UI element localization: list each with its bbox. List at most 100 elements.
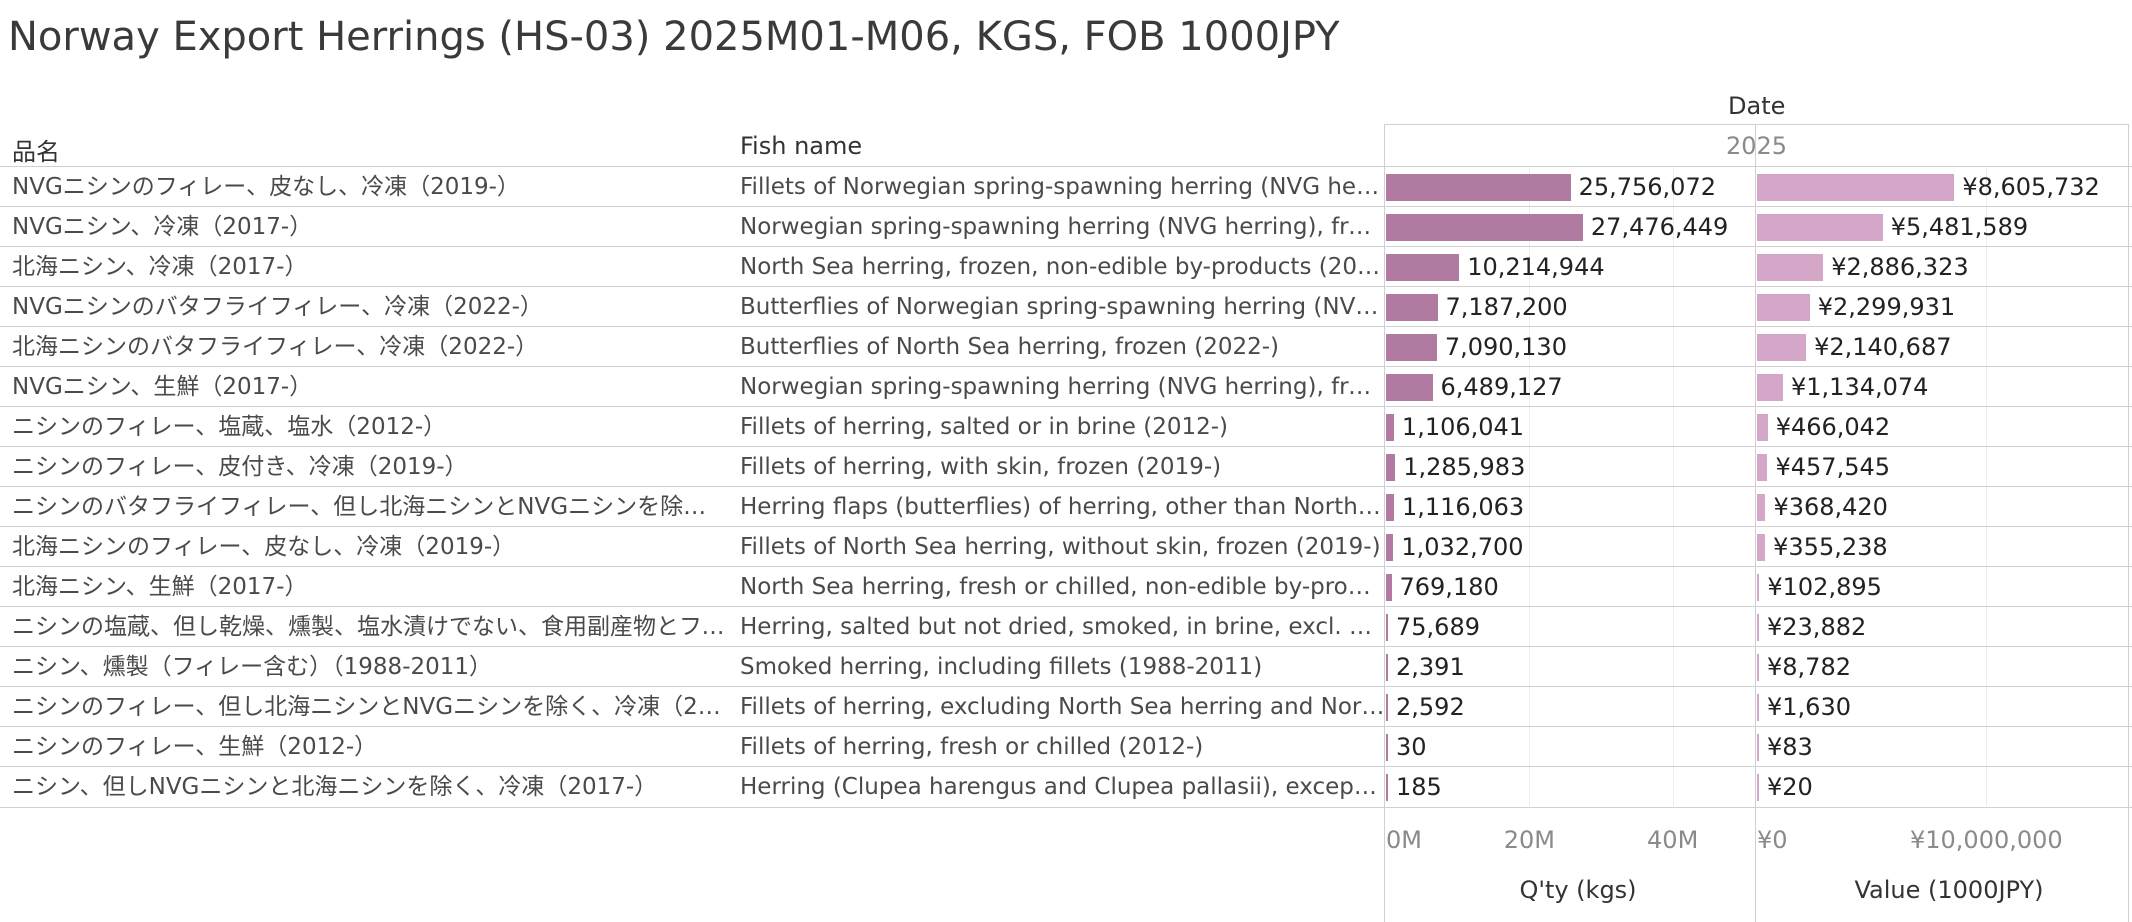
column-header-jp-name: 品名 — [12, 138, 60, 166]
table-row: 北海ニシン、冷凍（2017-） North Sea herring, frozen… — [0, 246, 2132, 287]
fish-name-cell: Norwegian spring-spawning herring (NVG h… — [740, 374, 1385, 400]
table-row: ニシンの塩蔵、但し乾燥、燻製、塩水漬けでない、食用副産物とフィレーを除く Herr… — [0, 606, 2132, 647]
axis-tick-label: 20M — [1503, 826, 1555, 854]
table-row: NVGニシン、生鮮（2017-） Norwegian spring-spawnin… — [0, 366, 2132, 407]
value-bar[interactable] — [1757, 654, 1759, 681]
qty-label: 30 — [1396, 733, 1427, 761]
table-row: ニシンのフィレー、皮付き、冷凍（2019-） Fillets of herring… — [0, 446, 2132, 487]
qty-label: 1,285,983 — [1403, 453, 1526, 481]
value-bar[interactable] — [1757, 414, 1768, 441]
jp-name-cell: ニシンのフィレー、皮付き、冷凍（2019-） — [12, 454, 468, 480]
year-header: 2025 — [1726, 132, 1788, 160]
qty-label: 185 — [1396, 773, 1442, 801]
value-label: ¥466,042 — [1775, 413, 1891, 441]
qty-bar[interactable] — [1386, 654, 1388, 681]
qty-bar[interactable] — [1386, 414, 1394, 441]
value-label: ¥2,886,323 — [1831, 253, 1969, 281]
table-row: ニシン、但しNVGニシンと北海ニシンを除く、冷凍（2017-） Herring (… — [0, 766, 2132, 808]
qty-bar[interactable] — [1386, 534, 1394, 561]
qty-label: 7,090,130 — [1444, 333, 1567, 361]
jp-name-cell: ニシンの塩蔵、但し乾燥、燻製、塩水漬けでない、食用副産物とフィレーを除く — [12, 614, 728, 640]
value-label: ¥2,140,687 — [1814, 333, 1952, 361]
qty-bar[interactable] — [1386, 174, 1571, 201]
value-bar[interactable] — [1757, 254, 1824, 281]
table-row: 北海ニシン、生鮮（2017-） North Sea herring, fresh … — [0, 566, 2132, 607]
fish-name-cell: Herring, salted but not dried, smoked, i… — [740, 614, 1385, 640]
jp-name-cell: NVGニシン、生鮮（2017-） — [12, 374, 313, 400]
value-bar[interactable] — [1757, 174, 1955, 201]
value-label: ¥368,420 — [1773, 493, 1888, 521]
axis-title: Q'ty (kgs) — [1519, 876, 1637, 904]
table-row: ニシンのフィレー、生鮮（2012-） Fillets of herring, fr… — [0, 726, 2132, 767]
fish-name-cell: Fillets of North Sea herring, without sk… — [740, 534, 1381, 560]
value-bar[interactable] — [1757, 734, 1759, 761]
value-bar[interactable] — [1757, 454, 1768, 481]
value-bar[interactable] — [1757, 774, 1759, 801]
value-label: ¥20 — [1767, 773, 1813, 801]
fish-name-cell: Butterflies of Norwegian spring-spawning… — [740, 294, 1385, 320]
qty-label: 1,032,700 — [1401, 533, 1524, 561]
jp-name-cell: 北海ニシンのフィレー、皮なし、冷凍（2019-） — [12, 534, 516, 560]
fish-name-cell: Fillets of herring, with skin, frozen (2… — [740, 454, 1222, 480]
qty-label: 2,391 — [1396, 653, 1465, 681]
value-bar[interactable] — [1757, 534, 1766, 561]
jp-name-cell: ニシン、燻製（フィレー含む）（1988-2011） — [12, 654, 493, 680]
value-label: ¥8,605,732 — [1962, 173, 2100, 201]
table-row: 北海ニシンのバタフライフィレー、冷凍（2022-） Butterflies of … — [0, 326, 2132, 367]
value-bar[interactable] — [1757, 574, 1760, 601]
value-label: ¥457,545 — [1775, 453, 1890, 481]
qty-label: 25,756,072 — [1578, 173, 1716, 201]
fish-name-cell: Butterflies of North Sea herring, frozen… — [740, 334, 1280, 360]
table-row: NVGニシンのバタフライフィレー、冷凍（2022-） Butterflies of… — [0, 286, 2132, 327]
qty-bar[interactable] — [1386, 574, 1392, 601]
fish-name-cell: Smoked herring, including fillets (1988-… — [740, 654, 1263, 680]
axis-tick-label: 0M — [1386, 826, 1422, 854]
jp-name-cell: ニシンのフィレー、塩蔵、塩水（2012-） — [12, 414, 447, 440]
column-header-fish-name: Fish name — [740, 132, 863, 160]
jp-name-cell: ニシンのバタフライフィレー、但し北海ニシンとNVGニシンを除く、冷凍（2022-… — [12, 494, 728, 520]
qty-bar[interactable] — [1386, 374, 1433, 401]
qty-bar[interactable] — [1386, 214, 1583, 241]
page-title: Norway Export Herrings (HS-03) 2025M01-M… — [8, 14, 1340, 60]
table-row: ニシンのフィレー、但し北海ニシンとNVGニシンを除く、冷凍（2019-） Fill… — [0, 686, 2132, 727]
qty-bar[interactable] — [1386, 734, 1388, 761]
qty-bar[interactable] — [1386, 774, 1388, 801]
fish-name-cell: Fillets of herring, excluding North Sea … — [740, 694, 1385, 720]
axis-title: Value (1000JPY) — [1854, 876, 2044, 904]
fish-name-cell: Fillets of herring, fresh or chilled (20… — [740, 734, 1204, 760]
value-bar[interactable] — [1757, 614, 1759, 641]
qty-bar[interactable] — [1386, 494, 1394, 521]
value-label: ¥1,134,074 — [1791, 373, 1929, 401]
value-label: ¥23,882 — [1767, 613, 1867, 641]
qty-label: 10,214,944 — [1467, 253, 1605, 281]
value-bar[interactable] — [1757, 694, 1759, 721]
fish-name-cell: Herring flaps (butterflies) of herring, … — [740, 494, 1385, 520]
jp-name-cell: ニシン、但しNVGニシンと北海ニシンを除く、冷凍（2017-） — [12, 774, 658, 800]
qty-bar[interactable] — [1386, 694, 1388, 721]
qty-label: 27,476,449 — [1590, 213, 1729, 241]
value-bar[interactable] — [1757, 214, 1883, 241]
value-bar[interactable] — [1757, 494, 1766, 521]
qty-bar[interactable] — [1386, 334, 1437, 361]
table-row: ニシンのフィレー、塩蔵、塩水（2012-） Fillets of herring,… — [0, 406, 2132, 447]
axis-tick-label: ¥0 — [1757, 826, 1788, 854]
qty-label: 6,489,127 — [1440, 373, 1563, 401]
qty-bar[interactable] — [1386, 454, 1396, 481]
jp-name-cell: 北海ニシンのバタフライフィレー、冷凍（2022-） — [12, 334, 539, 360]
qty-bar[interactable] — [1386, 294, 1438, 321]
table-row: NVGニシン、冷凍（2017-） Norwegian spring-spawnin… — [0, 206, 2132, 247]
value-label: ¥355,238 — [1773, 533, 1888, 561]
value-label: ¥5,481,589 — [1890, 213, 2029, 241]
qty-bar[interactable] — [1386, 254, 1460, 281]
table-row: 北海ニシンのフィレー、皮なし、冷凍（2019-） Fillets of North… — [0, 526, 2132, 567]
table-row: ニシン、燻製（フィレー含む）（1988-2011） Smoked herring,… — [0, 646, 2132, 687]
divider-qty — [1384, 124, 1385, 922]
value-bar[interactable] — [1757, 374, 1783, 401]
value-bar[interactable] — [1757, 294, 1810, 321]
fish-name-cell: North Sea herring, fresh or chilled, non… — [740, 574, 1385, 600]
fish-name-cell: North Sea herring, frozen, non-edible by… — [740, 254, 1385, 280]
value-label: ¥83 — [1767, 733, 1813, 761]
value-bar[interactable] — [1757, 334, 1807, 361]
qty-bar[interactable] — [1386, 614, 1388, 641]
value-label: ¥102,895 — [1767, 573, 1882, 601]
